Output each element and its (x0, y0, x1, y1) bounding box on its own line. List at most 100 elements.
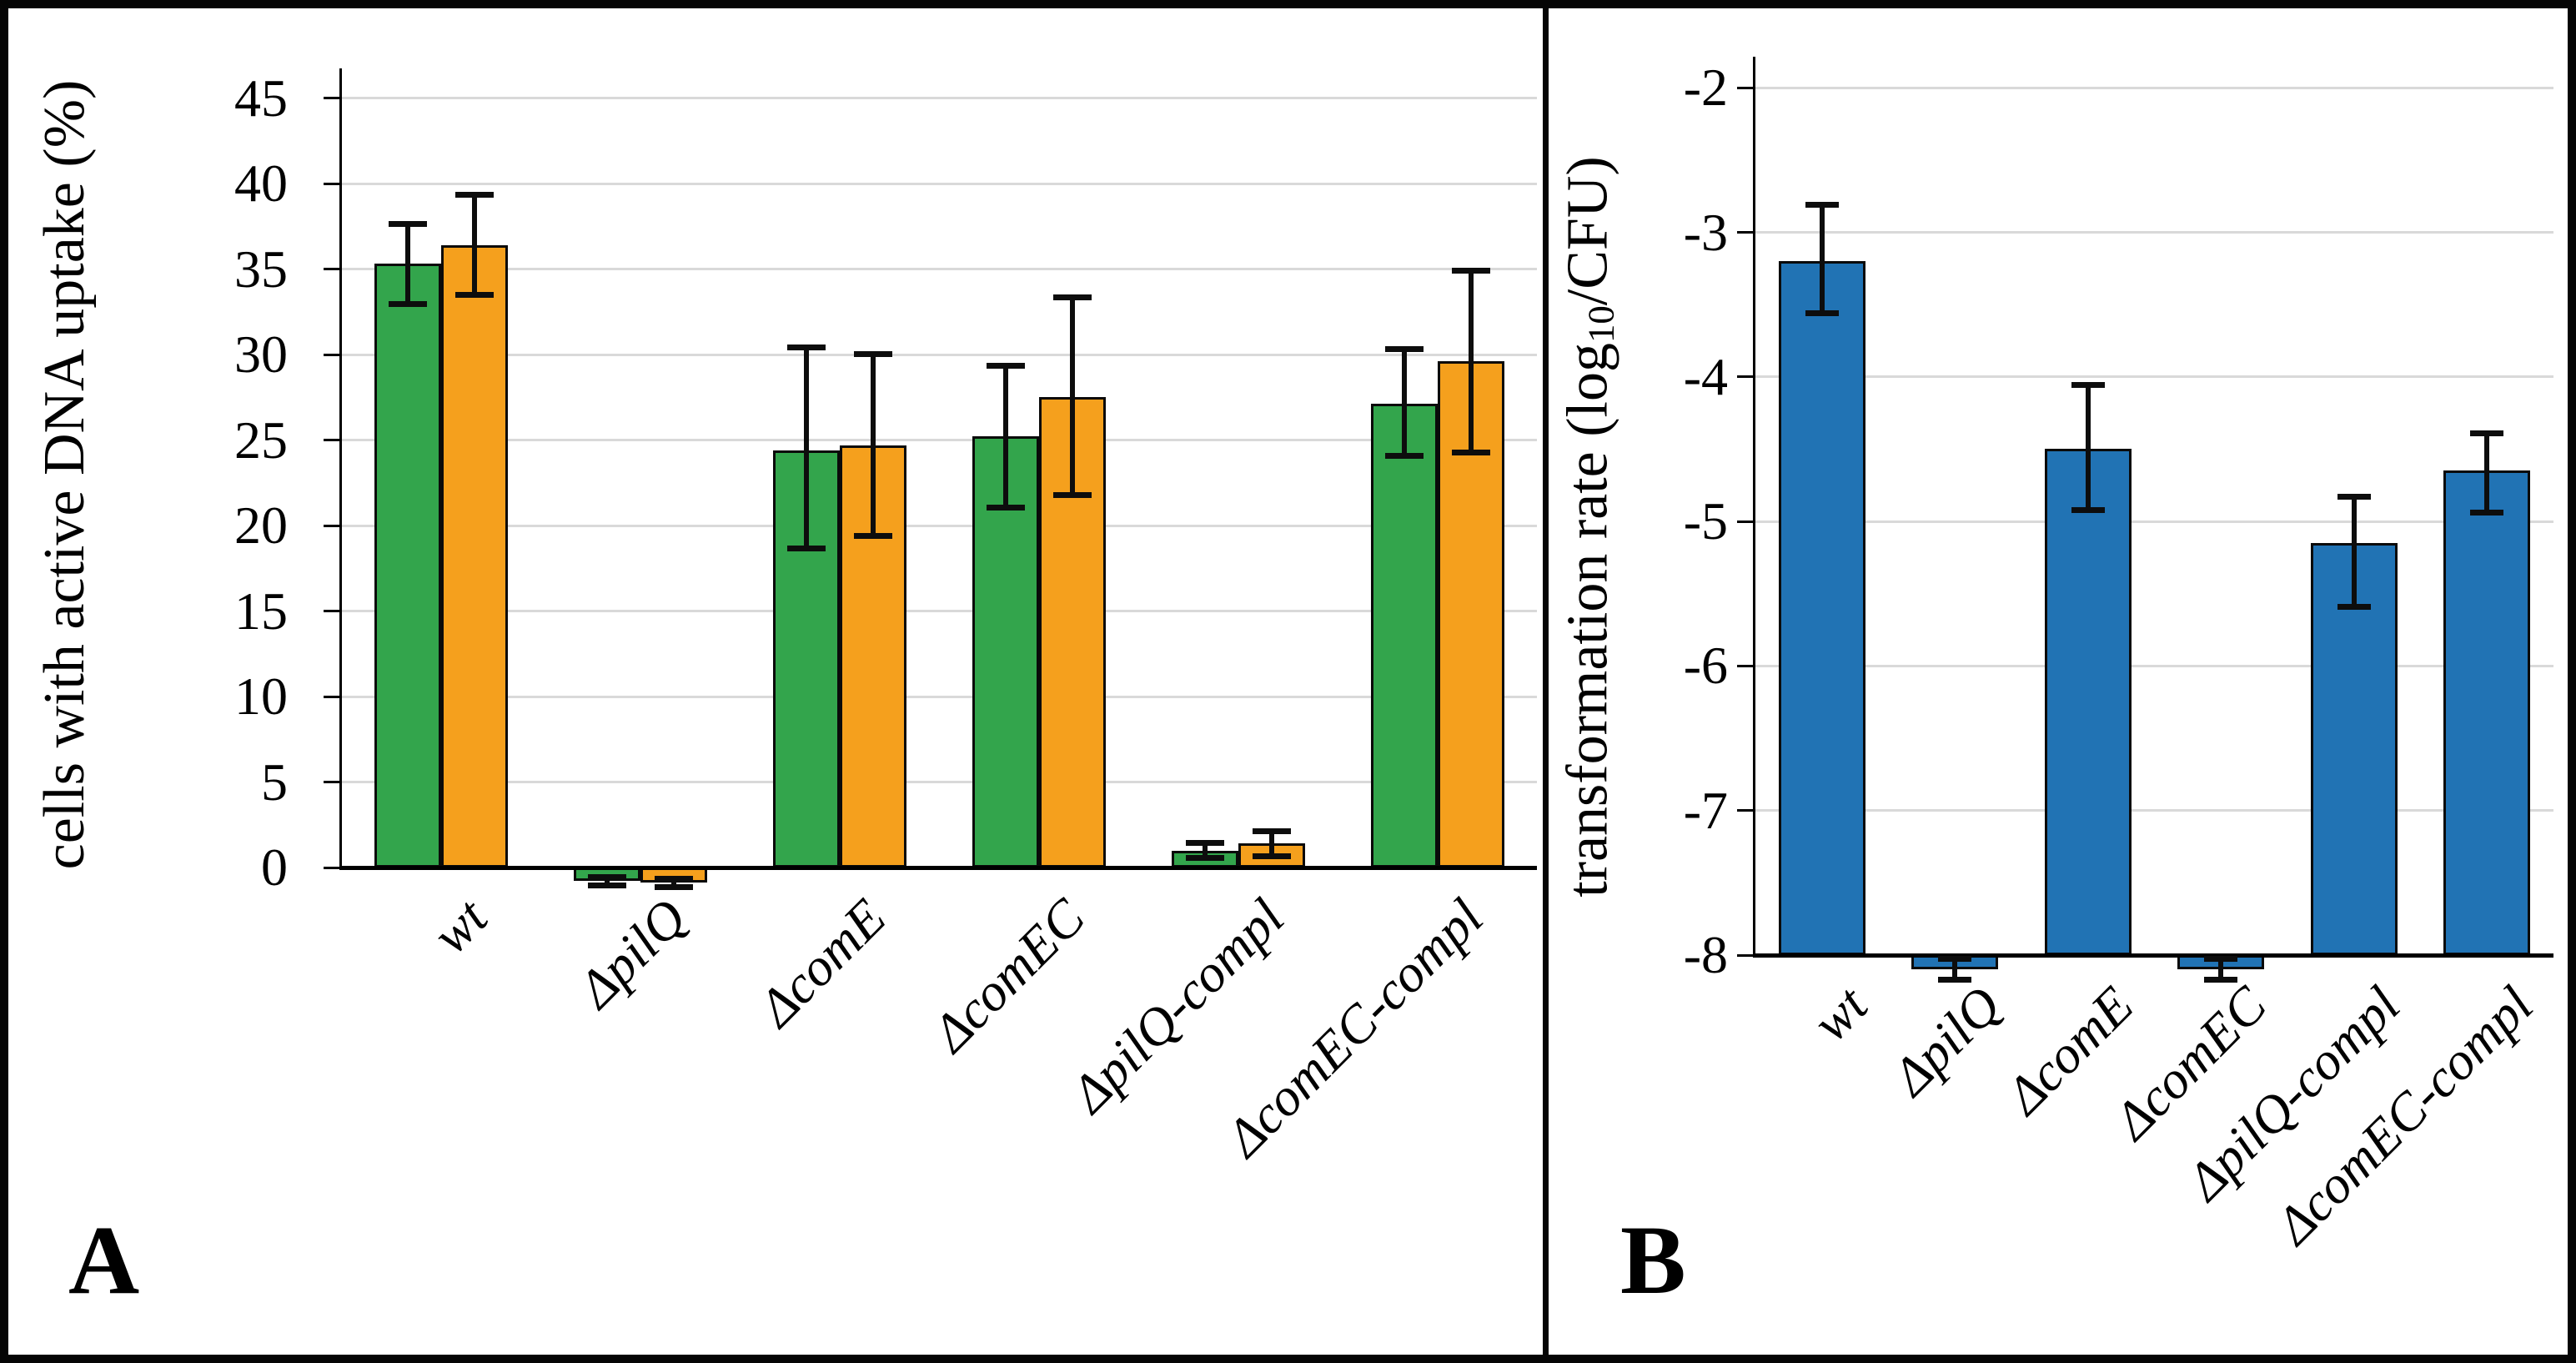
error-bar-cap-top (1052, 294, 1092, 301)
y-tick-label: 40 (234, 153, 288, 213)
panel-a-plot: 0 5 10 15 20 25 30 35 40 45 wt ΔpilQ ΔcomE ΔcomEC Δpil… (8, 8, 2568, 1355)
y-tick-mark (1737, 231, 1755, 234)
gridline (1755, 86, 2553, 89)
y-tick-mark (324, 353, 342, 356)
y-tick-mark (1737, 664, 1755, 667)
gridline (1755, 809, 2553, 812)
y-tick-mark (324, 268, 342, 270)
y-tick-mark (324, 695, 342, 698)
panel-b-letter: B (1620, 1205, 1686, 1315)
error-bar (1268, 829, 1274, 858)
y-tick-mark (324, 866, 342, 869)
x-axis-line (342, 865, 1537, 870)
bar-B-3-series1 (2044, 449, 2132, 955)
y-tick-mark (324, 439, 342, 441)
y-tick-label: 15 (234, 581, 288, 641)
gridline (342, 439, 1537, 441)
error-bar-cap-bottom (1451, 449, 1490, 455)
y-tick-mark (1737, 809, 1755, 812)
y-tick-label: 5 (261, 752, 288, 812)
error-bar (1401, 347, 1407, 457)
error-bar-cap-bottom (588, 882, 627, 888)
y-tick-label: -4 (1683, 346, 1728, 406)
error-bar-cap-top (787, 344, 826, 350)
error-bar-cap-bottom (1384, 453, 1424, 459)
bar-A-6-series1 (1370, 404, 1438, 868)
bar-B-1-series1 (1778, 261, 1865, 955)
error-bar-cap-top (1252, 827, 1291, 834)
error-bar-cap-top (1805, 201, 1839, 208)
error-bar (804, 345, 810, 550)
error-bar-cap-top (389, 221, 428, 228)
y-tick-label: 10 (234, 666, 288, 726)
error-bar (2351, 495, 2357, 609)
error-bar (405, 223, 411, 305)
gridline (1755, 520, 2553, 523)
error-bar (671, 878, 677, 888)
y-tick-mark (324, 781, 342, 783)
error-bar-cap-bottom (854, 533, 893, 540)
error-bar (1468, 269, 1474, 454)
y-tick-mark (1737, 953, 1755, 957)
x-tick-label-B-2: ΔpilQ (1881, 974, 2012, 1107)
error-bar (1069, 296, 1075, 497)
gridline (342, 182, 1537, 185)
y-tick-label: 0 (261, 837, 288, 897)
gridline (342, 524, 1537, 527)
y-tick-label: 45 (234, 68, 288, 128)
error-bar-cap-bottom (655, 883, 694, 890)
gridline (342, 268, 1537, 270)
y-tick-label: 25 (234, 410, 288, 470)
error-bar-cap-top (854, 350, 893, 357)
error-bar-cap-bottom (455, 292, 495, 299)
gridline (342, 695, 1537, 698)
error-bar-cap-top (588, 874, 627, 881)
gridline (342, 97, 1537, 99)
error-bar (871, 352, 876, 538)
gridline (1755, 375, 2553, 379)
y-axis-line (1753, 57, 1755, 958)
y-tick-mark (324, 182, 342, 185)
gridline (1755, 231, 2553, 234)
error-bar-cap-top (1384, 345, 1424, 352)
error-bar-cap-bottom (1805, 310, 1839, 317)
error-bar (605, 876, 610, 887)
y-tick-label: -6 (1683, 636, 1728, 696)
y-tick-mark (1737, 86, 1755, 89)
y-tick-label: -5 (1683, 491, 1728, 551)
panel-b-plot: -2 -3 -4 -5 -6 -7 -8 wt ΔpilQ ΔcomE ΔcomEC ΔpilQ-co… (8, 8, 2568, 1355)
y-tick-label: -3 (1683, 202, 1728, 262)
error-bar-cap-top (455, 192, 495, 199)
x-tick-label-B-1: wt (1800, 974, 1879, 1053)
error-bar-cap-top (1938, 956, 1972, 963)
error-bar-cap-bottom (389, 300, 428, 307)
error-bar-cap-bottom (2470, 510, 2504, 516)
error-bar (1819, 203, 1825, 315)
y-axis-line (339, 68, 342, 870)
error-bar (1002, 365, 1008, 509)
error-bar (1952, 958, 1958, 982)
gridline (1755, 664, 2553, 667)
error-bar-cap-top (2337, 493, 2371, 500)
error-bar-cap-top (1451, 267, 1490, 274)
y-tick-mark (324, 97, 342, 99)
y-tick-mark (1737, 520, 1755, 523)
error-bar-cap-top (1185, 840, 1224, 847)
error-bar-cap-top (2204, 956, 2238, 963)
figure-canvas: cells with active DNA uptake (%) transfo… (8, 8, 2568, 1355)
error-bar-cap-bottom (787, 545, 826, 551)
error-bar (1202, 842, 1208, 859)
y-tick-label: -7 (1683, 780, 1728, 840)
error-bar-cap-top (655, 876, 694, 883)
error-bar-cap-top (986, 363, 1025, 370)
y-tick-label: -8 (1683, 925, 1728, 984)
y-tick-label: 30 (234, 324, 288, 384)
error-bar-cap-bottom (2337, 604, 2371, 611)
bar-B-6-series1 (2443, 470, 2531, 955)
bar-A-1-series1 (374, 264, 442, 868)
panel-divider (1543, 8, 1549, 1355)
gridline (342, 353, 1537, 356)
error-bar-cap-bottom (1938, 977, 1972, 983)
y-tick-label: -2 (1683, 58, 1728, 118)
